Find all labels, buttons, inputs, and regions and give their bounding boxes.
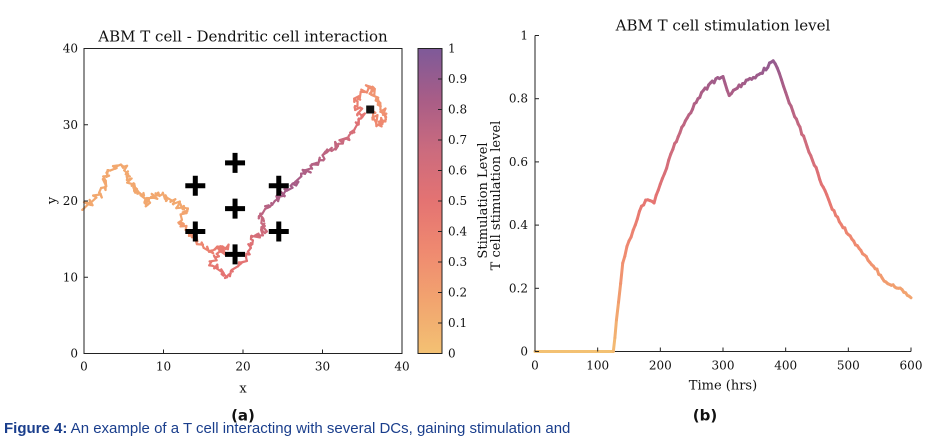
chart-b-y-ticks: 0 0.2 0.4 0.6 0.8 1 [509, 29, 539, 359]
y-tick-label: 30 [63, 118, 78, 132]
colorbar-tick-label: 0.2 [448, 286, 467, 300]
y-tick-label: 1 [520, 29, 528, 43]
trajectory-segment [82, 201, 92, 206]
colorbar-label: Stimulation Level [476, 142, 491, 258]
stimulation-line-segment [619, 261, 625, 285]
stimulation-line-segment [611, 336, 617, 353]
trajectory-segment [178, 201, 184, 211]
chart-b-x-label: Time (hrs) [689, 379, 757, 394]
x-tick-label: 600 [900, 359, 923, 373]
trajectory-chart: ABM T cell - Dendritic cell interaction … [45, 28, 491, 425]
colorbar-tick-label: 0.6 [448, 164, 467, 178]
panel-label-a: (a) [231, 407, 255, 425]
figure-caption: Figure 4: An example of a T cell interac… [0, 420, 930, 441]
dendritic-cell-marker [268, 221, 289, 242]
x-tick-label: 500 [837, 359, 860, 373]
dendritic-cell-marker [225, 152, 246, 173]
dendritic-cell-marker [225, 244, 246, 265]
stimulation-line-segment [613, 318, 618, 340]
x-tick-label: 40 [394, 360, 409, 374]
chart-a-y-ticks: 0 10 20 30 40 [63, 42, 88, 361]
colorbar-ticks: 0 0.1 0.2 0.3 0.4 0.5 0.6 0.7 0.8 0.9 1 [438, 42, 467, 361]
x-tick-label: 10 [156, 360, 171, 374]
y-tick-label: 0.8 [509, 92, 528, 106]
y-tick-label: 20 [63, 194, 78, 208]
dendritic-cell-marker [225, 198, 246, 219]
chart-b-y-label: T cell stimulation level [489, 121, 504, 271]
stimulation-line-segment [907, 294, 913, 300]
x-tick-label: 400 [774, 359, 797, 373]
y-tick-label: 0 [70, 347, 78, 361]
chart-a-title: ABM T cell - Dendritic cell interaction [97, 28, 388, 46]
trajectory-segment [89, 196, 98, 205]
trajectory-segment [294, 175, 303, 183]
x-tick-label: 0 [80, 360, 88, 374]
y-tick-label: 0.6 [509, 155, 528, 169]
colorbar-tick-label: 0.4 [448, 225, 467, 239]
y-tick-label: 0.2 [509, 281, 528, 295]
x-tick-label: 0 [531, 359, 539, 373]
caption-lead: Figure 4: [4, 420, 68, 437]
dendritic-cell-marker [185, 221, 206, 242]
stimulation-line-segment [617, 281, 623, 304]
colorbar-tick-label: 0 [448, 347, 456, 361]
colorbar-tick-label: 0.7 [448, 133, 467, 147]
y-tick-label: 0 [520, 345, 528, 359]
colorbar: 0 0.1 0.2 0.3 0.4 0.5 0.6 0.7 0.8 0.9 1 Stimulatio… [417, 42, 491, 361]
colorbar-tick-label: 0.5 [448, 194, 467, 208]
chart-a-x-label: x [239, 382, 247, 397]
y-tick-label: 10 [63, 270, 78, 284]
trajectory-segment [356, 107, 364, 116]
stimulation-line-segment [623, 245, 629, 258]
x-tick-label: 30 [315, 360, 330, 374]
chart-b-title: ABM T cell stimulation level [615, 17, 831, 35]
colorbar-tick-label: 0.1 [448, 316, 467, 330]
colorbar-tick-label: 0.8 [448, 103, 467, 117]
trajectory-segment [230, 265, 240, 272]
x-tick-label: 100 [586, 359, 609, 373]
colorbar-tick-label: 1 [448, 42, 456, 56]
caption-text: An example of a T cell interacting with … [67, 420, 571, 437]
y-tick-label: 0.4 [509, 218, 528, 232]
dendritic-cell-marker [185, 175, 206, 196]
x-tick-label: 300 [712, 359, 735, 373]
chart-b-axes [534, 35, 911, 352]
chart-b-x-ticks: 0 100 200 300 400 500 600 [531, 347, 923, 373]
stimulation-chart: ABM T cell stimulation level 0 100 200 300 4… [489, 17, 922, 425]
chart-a-y-label: y [45, 196, 60, 205]
trajectory-end-marker [366, 105, 375, 114]
stimulation-line-segment [614, 300, 621, 322]
y-tick-label: 40 [63, 42, 78, 56]
chart-a-plot-frame [83, 48, 403, 354]
colorbar-tick-label: 0.3 [448, 255, 467, 269]
stimulation-line [533, 59, 913, 353]
dendritic-cells-layer [185, 152, 289, 265]
dendritic-cell-marker [268, 175, 289, 196]
colorbar-tick-label: 0.9 [448, 72, 467, 86]
x-tick-label: 200 [649, 359, 672, 373]
chart-a-x-ticks: 0 10 20 30 40 [80, 349, 410, 374]
x-tick-label: 20 [235, 360, 250, 374]
panel-label-b: (b) [693, 407, 717, 425]
